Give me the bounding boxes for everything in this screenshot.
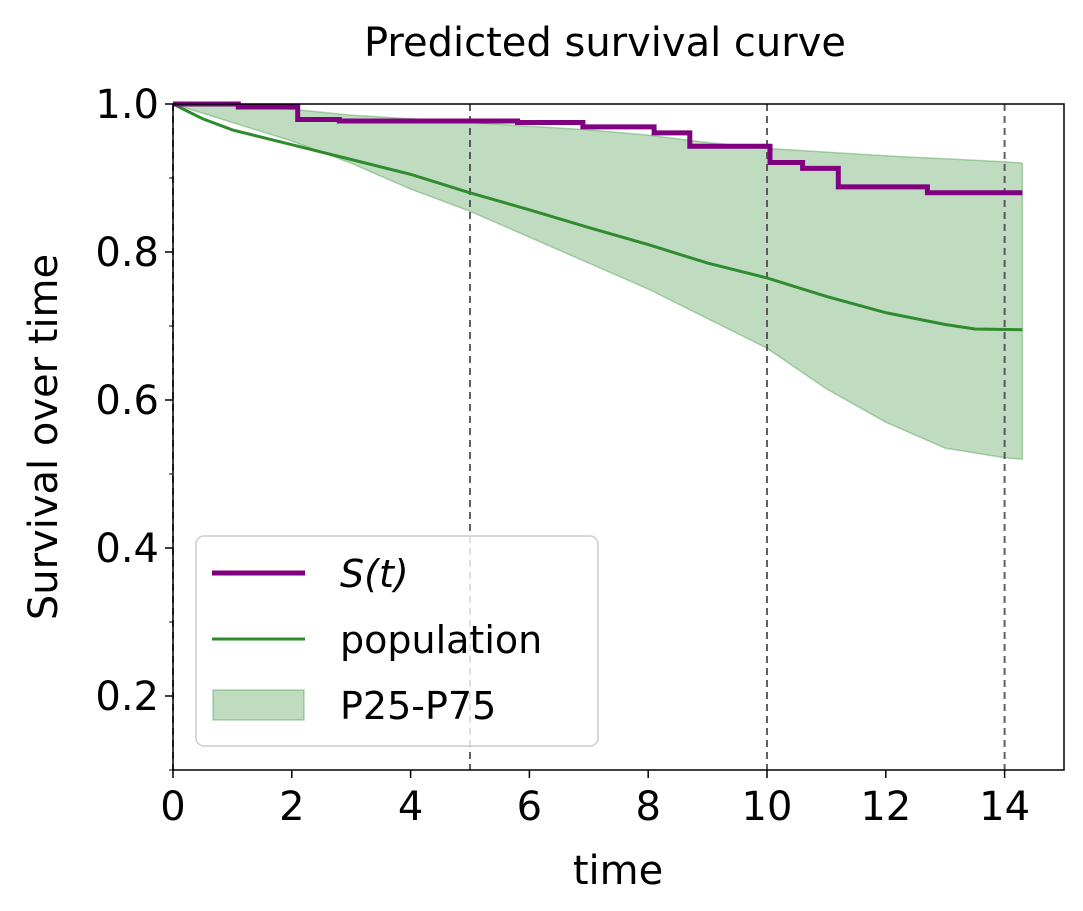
x-tick-label: 4 bbox=[398, 784, 423, 830]
x-tick-label: 6 bbox=[517, 784, 542, 830]
x-axis-label: time bbox=[573, 848, 663, 894]
x-tick-label: 10 bbox=[742, 784, 793, 830]
legend: S(t) population P25-P75 bbox=[195, 535, 599, 747]
legend-label-st: S(t) bbox=[340, 552, 409, 596]
y-axis: 0.2 0.4 0.6 0.8 1.0 bbox=[95, 82, 173, 771]
y-tick-label: 0.2 bbox=[95, 674, 159, 720]
st-step-line bbox=[173, 101, 1023, 196]
legend-box bbox=[195, 535, 599, 747]
legend-label-population: population bbox=[340, 618, 542, 662]
population-line bbox=[172, 102, 1023, 332]
x-tick-label: 12 bbox=[860, 784, 911, 830]
x-tick-label: 2 bbox=[279, 784, 304, 830]
legend-label-band: P25-P75 bbox=[340, 684, 496, 728]
plot-frame bbox=[172, 103, 1065, 771]
x-axis: 0 2 4 6 8 10 12 14 bbox=[160, 770, 1030, 830]
y-axis-label: Survival over time bbox=[21, 254, 67, 620]
x-tick-label: 0 bbox=[160, 784, 185, 830]
legend-swatch-band bbox=[212, 689, 305, 721]
x-tick-label: 14 bbox=[979, 784, 1030, 830]
y-tick-label: 0.6 bbox=[95, 378, 159, 424]
chart-title: Predicted survival curve bbox=[364, 20, 846, 66]
y-tick-label: 0.4 bbox=[95, 526, 159, 572]
band-p25-p75 bbox=[172, 103, 1024, 461]
x-tick-label: 8 bbox=[635, 784, 660, 830]
y-tick-label: 0.8 bbox=[95, 230, 159, 276]
y-tick-label: 1.0 bbox=[95, 82, 159, 128]
